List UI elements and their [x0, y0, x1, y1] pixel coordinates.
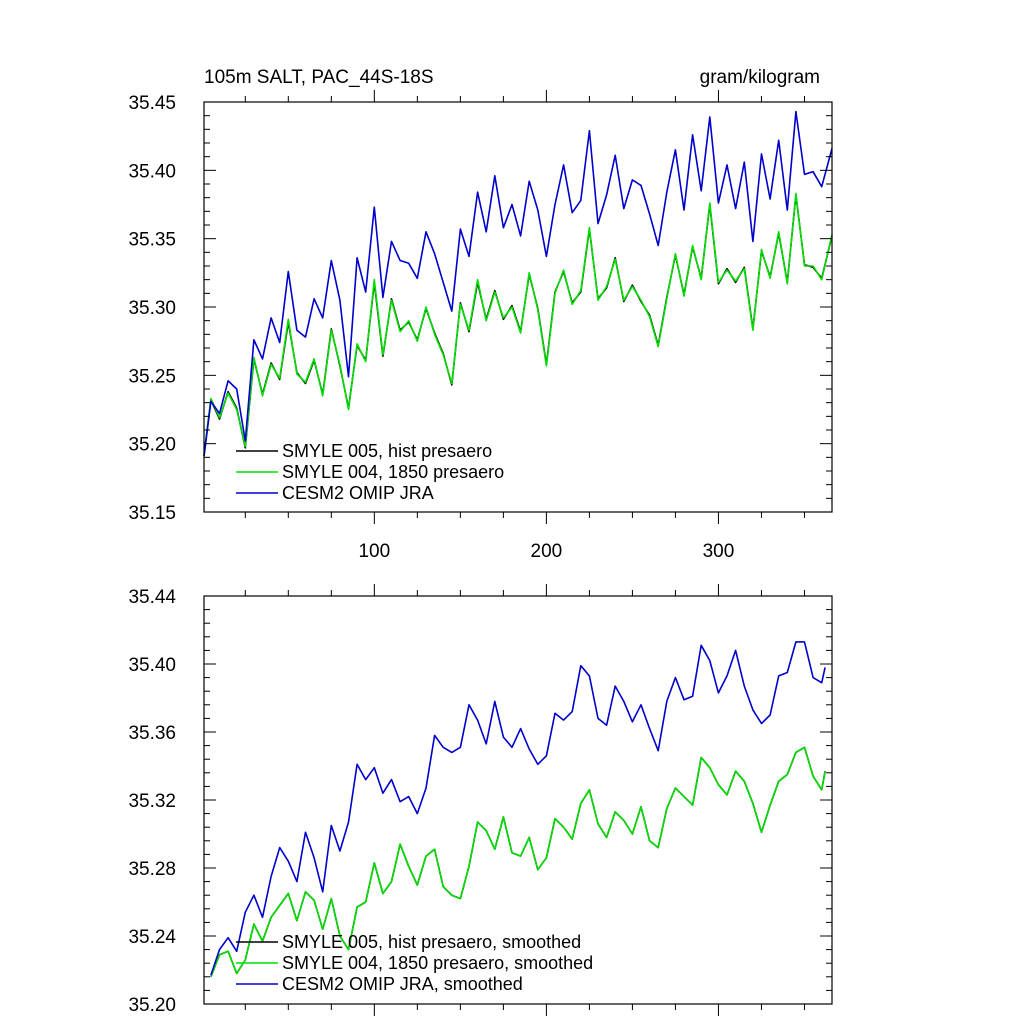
y-tick-label: 35.15: [128, 503, 176, 524]
y-tick-label: 35.20: [128, 435, 176, 456]
series-line-1: [210, 746, 826, 978]
legend-label: SMYLE 005, hist presaero: [282, 441, 492, 461]
y-tick-label: 35.24: [128, 927, 176, 948]
axes: 35.15 35.20 35.25 35.30 35.35 35.40 35.45 100 20…: [128, 90, 833, 562]
series-line-2: [210, 641, 826, 976]
chart-title: 105m SALT, PAC_44S-18S: [204, 67, 434, 88]
y-tick-label: 35.28: [128, 859, 176, 880]
legend-label: SMYLE 005, hist presaero, smoothed: [282, 932, 581, 952]
y-tick-label: 35.40: [128, 655, 176, 676]
y-tick-label: 35.40: [128, 161, 176, 182]
series-line-2: [203, 110, 833, 457]
y-tick-label: 35.20: [128, 995, 176, 1016]
y-tick-label: 35.30: [128, 298, 176, 319]
legend: SMYLE 005, hist presaero, smoothedSMYLE …: [236, 932, 593, 994]
y-tick-label: 35.44: [128, 587, 176, 608]
x-tick-label: 200: [531, 541, 563, 562]
y-tick-label: 35.45: [128, 93, 176, 114]
x-tick-label: 300: [703, 541, 735, 562]
legend-label: SMYLE 004, 1850 presaero, smoothed: [282, 953, 593, 973]
units-label: gram/kilogram: [700, 67, 820, 88]
y-tick-label: 35.36: [128, 723, 176, 744]
axes: 35.20 35.24 35.28 35.32 35.36 35.40 35.44: [128, 584, 833, 1016]
top-panel: 105m SALT, PAC_44S-18S gram/kilogram 35.…: [128, 67, 833, 562]
y-tick-label: 35.35: [128, 230, 176, 251]
legend-label: CESM2 OMIP JRA: [282, 483, 434, 503]
plot-marks: [210, 641, 826, 978]
x-tick-label: 100: [358, 541, 390, 562]
plot-marks: [203, 110, 833, 457]
bottom-panel: 35.20 35.24 35.28 35.32 35.36 35.40 35.44 SMYL…: [128, 584, 833, 1016]
y-tick-label: 35.32: [128, 791, 176, 812]
series-line-1: [203, 192, 833, 455]
legend-label: SMYLE 004, 1850 presaero: [282, 462, 504, 482]
legend-label: CESM2 OMIP JRA, smoothed: [282, 974, 523, 994]
y-tick-label: 35.25: [128, 366, 176, 387]
